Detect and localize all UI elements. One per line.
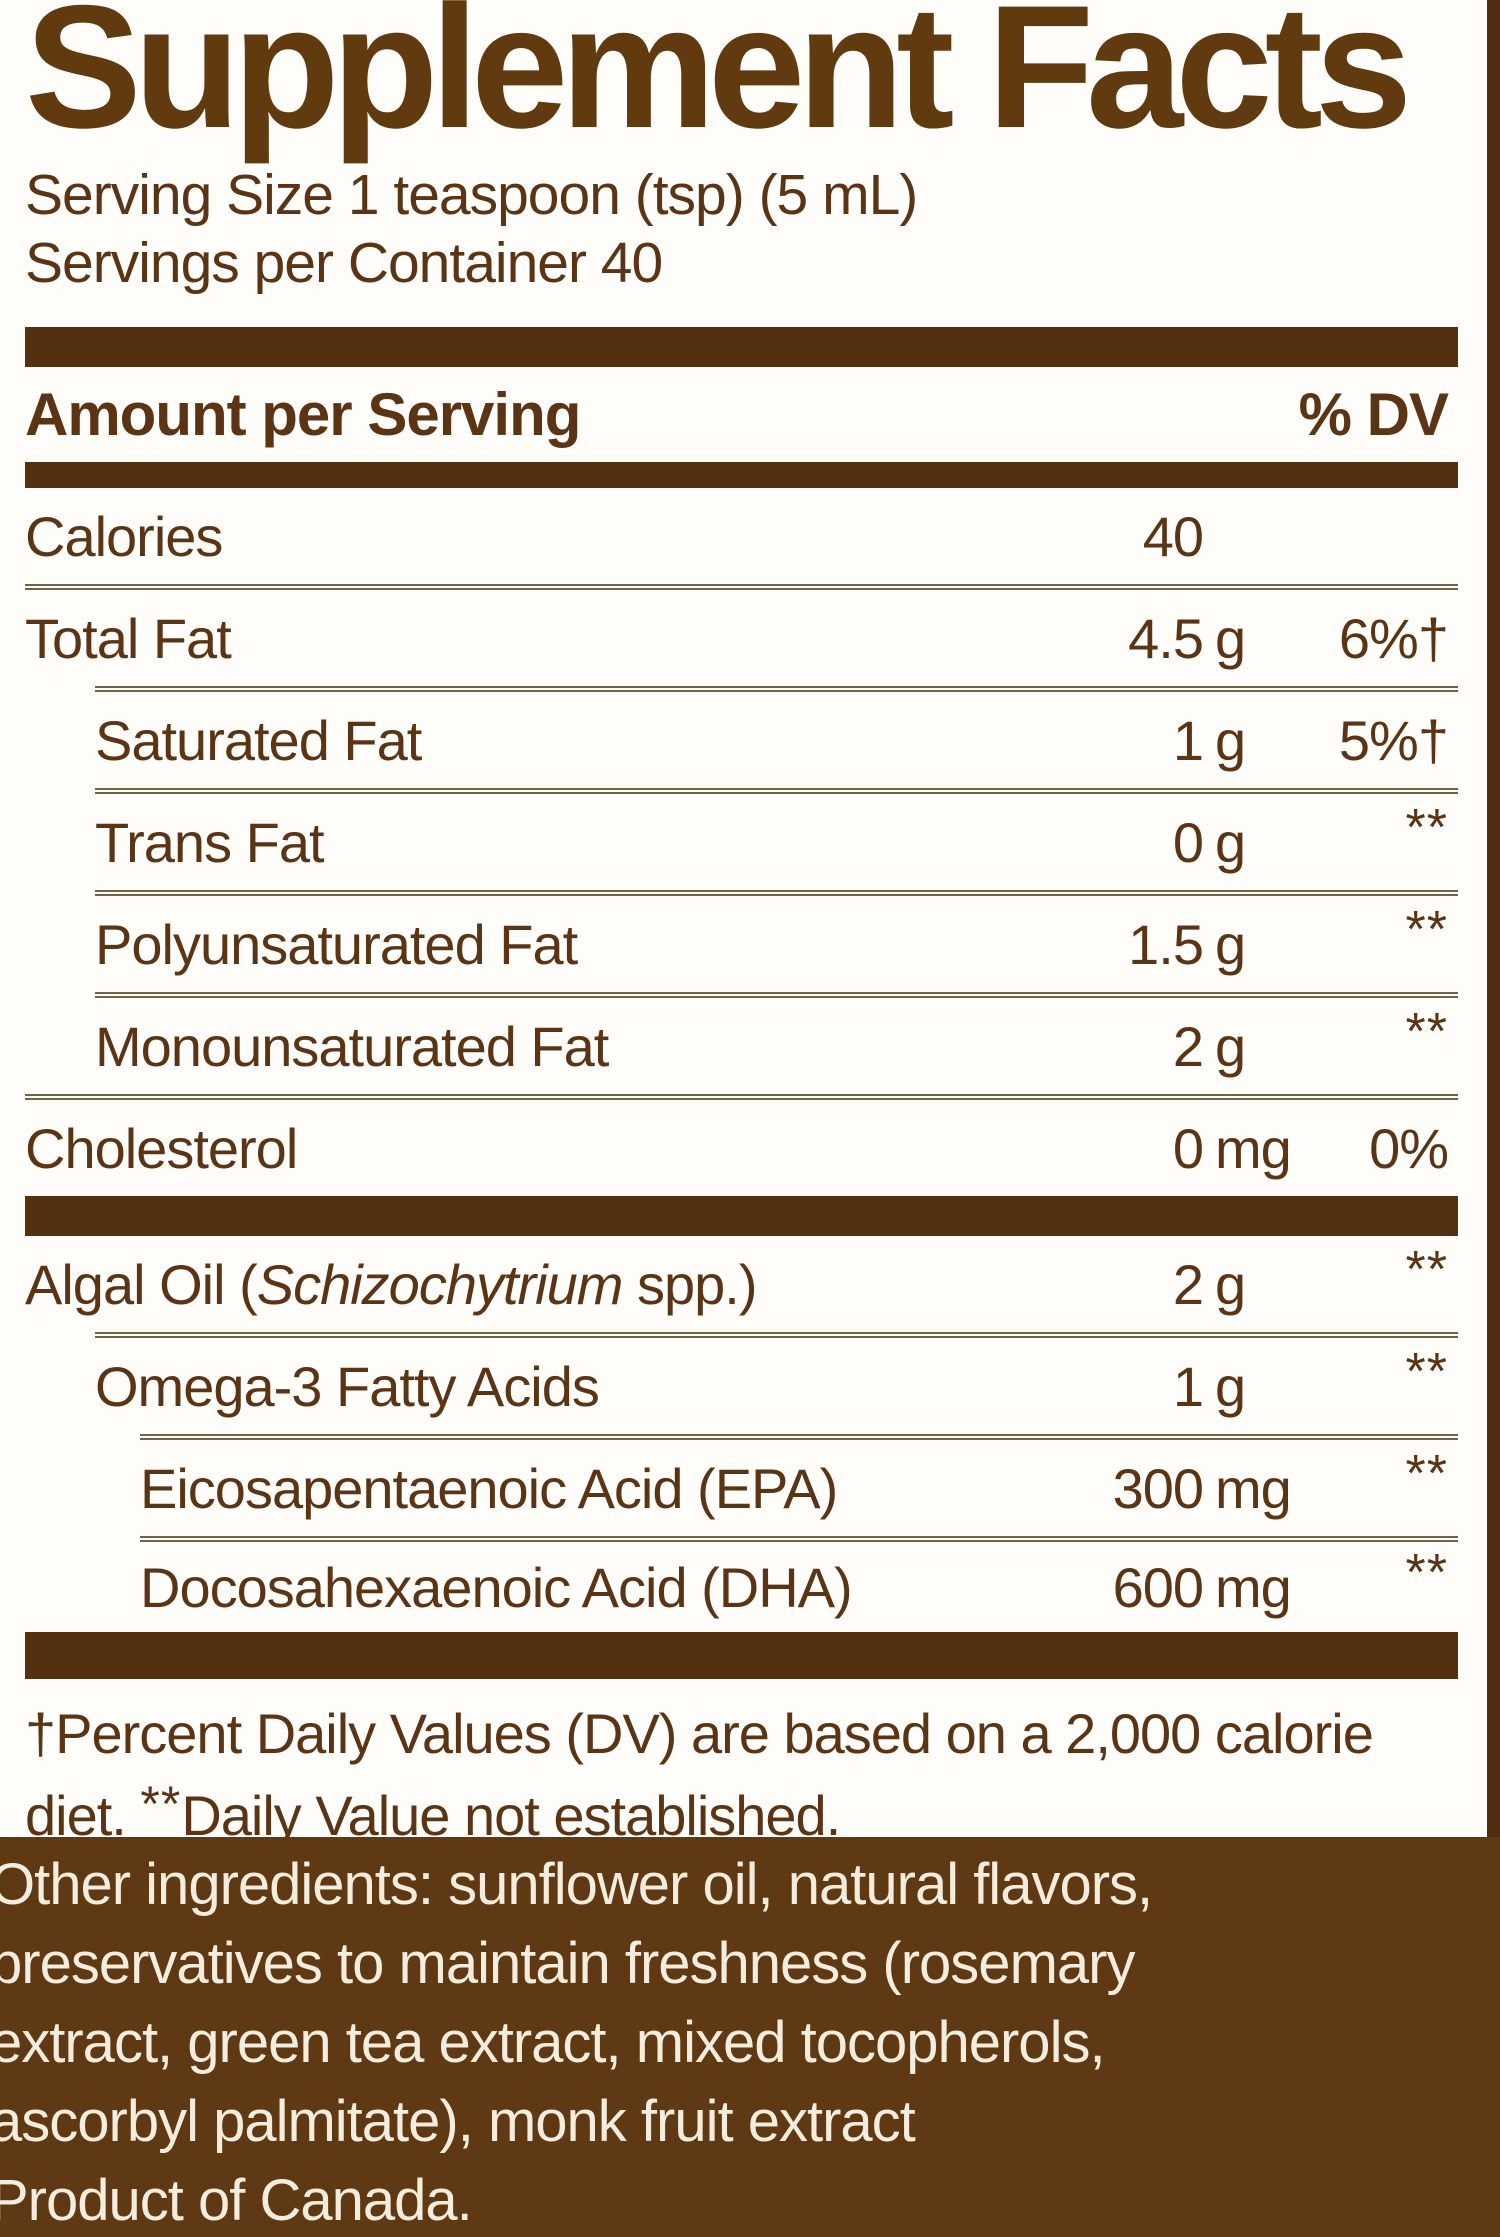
- table-row-calories: Calories 40: [25, 488, 1458, 584]
- row-dv: **: [1405, 1343, 1448, 1401]
- table-row-total-fat: Total Fat 4.5 g 6%†: [25, 590, 1458, 686]
- row-amount: 2: [1172, 1014, 1204, 1078]
- daily-value-footnote: †Percent Daily Values (DV) are based on …: [25, 1679, 1458, 1859]
- row-separator: [25, 1094, 1458, 1100]
- row-label: Total Fat: [25, 606, 232, 670]
- row-unit: g: [1215, 810, 1246, 874]
- other-ingredients-line: ascorbyl palmitate), monk fruit extract: [0, 2089, 916, 2154]
- row-unit: mg: [1215, 1555, 1292, 1619]
- table-row-monounsaturated-fat: Monounsaturated Fat 2 g **: [25, 998, 1458, 1094]
- row-amount: 300: [1112, 1456, 1204, 1520]
- row-dv: 0%: [1369, 1116, 1449, 1180]
- row-dv: **: [1405, 799, 1448, 857]
- row-unit: g: [1215, 912, 1246, 976]
- table-row-dha: Docosahexaenoic Acid (DHA) 600 mg **: [25, 1542, 1458, 1632]
- table-row-omega-3: Omega-3 Fatty Acids 1 g **: [25, 1338, 1458, 1434]
- row-label-italic: Schizochytrium: [256, 1252, 624, 1316]
- row-amount: 40: [1142, 504, 1204, 568]
- divider-bar-bottom: [25, 1632, 1458, 1679]
- other-ingredients-line: extract, green tea extract, mixed tocoph…: [0, 2010, 1106, 2075]
- row-label-pre: Algal Oil (: [25, 1252, 258, 1316]
- row-dv: **: [1405, 1544, 1448, 1602]
- row-amount: 0: [1172, 1116, 1204, 1180]
- row-amount: 1.5: [1128, 912, 1204, 976]
- row-dv: 5%†: [1338, 708, 1449, 772]
- row-label: Cholesterol: [25, 1116, 298, 1180]
- row-dv: **: [1405, 1003, 1448, 1061]
- divider-bar-header: [25, 462, 1458, 488]
- other-ingredients-line: preservatives to maintain freshness (ros…: [0, 1931, 1135, 1996]
- product-of-canada-line: Product of Canada.: [0, 2168, 473, 2233]
- divider-bar-top: [25, 327, 1458, 367]
- row-separator: [95, 992, 1458, 998]
- footnote-asterisks: **: [140, 1776, 182, 1832]
- row-amount: 2: [1172, 1252, 1204, 1316]
- serving-info: Serving Size 1 teaspoon (tsp) (5 mL) Ser…: [25, 161, 1458, 297]
- row-separator: [140, 1536, 1458, 1542]
- row-separator: [95, 1332, 1458, 1338]
- row-label: Polyunsaturated Fat: [95, 912, 578, 976]
- label-right-border: [1487, 0, 1500, 1837]
- row-unit: g: [1215, 606, 1246, 670]
- footnote-line2-post: Daily Value not established.: [181, 1784, 841, 1847]
- table-header-row: Amount per Serving % DV: [25, 367, 1458, 462]
- other-ingredients-section: Other ingredients: sunflower oil, natura…: [0, 1837, 1500, 2237]
- footnote-line2-pre: calorie diet.: [25, 1702, 1374, 1847]
- row-dv: **: [1405, 1445, 1448, 1503]
- row-label: Calories: [25, 504, 223, 568]
- table-row-epa: Eicosapentaenoic Acid (EPA) 300 mg **: [25, 1440, 1458, 1536]
- percent-dv-header: % DV: [1298, 381, 1449, 448]
- amount-per-serving-header: Amount per Serving: [25, 381, 581, 448]
- row-dv: **: [1405, 1241, 1448, 1299]
- label-content: Supplement Facts Serving Size 1 teaspoon…: [25, 0, 1458, 1859]
- row-amount: 600: [1112, 1555, 1204, 1619]
- table-row-trans-fat: Trans Fat 0 g **: [25, 794, 1458, 890]
- row-unit: mg: [1215, 1456, 1292, 1520]
- row-amount: 4.5: [1128, 606, 1204, 670]
- row-label: Saturated Fat: [95, 708, 422, 772]
- row-label: Eicosapentaenoic Acid (EPA): [140, 1456, 838, 1520]
- row-separator: [95, 686, 1458, 692]
- table-row-algal-oil: Algal Oil (Schizochytrium spp.) 2 g **: [25, 1236, 1458, 1332]
- table-row-saturated-fat: Saturated Fat 1 g 5%†: [25, 692, 1458, 788]
- row-unit: g: [1215, 1252, 1246, 1316]
- row-dv: 6%†: [1338, 606, 1449, 670]
- row-unit: g: [1215, 1014, 1246, 1078]
- row-unit: g: [1215, 708, 1246, 772]
- row-label: Algal Oil (Schizochytrium spp.): [25, 1252, 1038, 1317]
- divider-bar-middle: [25, 1196, 1458, 1236]
- table-row-cholesterol: Cholesterol 0 mg 0%: [25, 1100, 1458, 1196]
- row-separator: [140, 1434, 1458, 1440]
- table-row-polyunsaturated-fat: Polyunsaturated Fat 1.5 g **: [25, 896, 1458, 992]
- label-title: Supplement Facts: [25, 0, 1412, 165]
- row-label: Docosahexaenoic Acid (DHA): [140, 1555, 853, 1619]
- row-label: Monounsaturated Fat: [95, 1014, 609, 1078]
- footnote-line1: †Percent Daily Values (DV) are based on …: [25, 1702, 1201, 1765]
- row-label: Trans Fat: [95, 810, 325, 874]
- row-separator: [95, 890, 1458, 896]
- row-unit: g: [1215, 1354, 1246, 1418]
- row-unit: mg: [1215, 1116, 1292, 1180]
- serving-size: Serving Size 1 teaspoon (tsp) (5 mL): [25, 163, 918, 227]
- row-label-post: spp.): [622, 1252, 758, 1316]
- other-ingredients-line: Other ingredients: sunflower oil, natura…: [0, 1852, 1153, 1917]
- row-separator: [95, 788, 1458, 794]
- row-separator: [25, 584, 1458, 590]
- row-label: Omega-3 Fatty Acids: [95, 1354, 600, 1418]
- row-dv: **: [1405, 901, 1448, 959]
- servings-per-container: Servings per Container 40: [25, 231, 663, 295]
- row-amount: 0: [1172, 810, 1204, 874]
- row-amount: 1: [1172, 1354, 1204, 1418]
- row-amount: 1: [1172, 708, 1204, 772]
